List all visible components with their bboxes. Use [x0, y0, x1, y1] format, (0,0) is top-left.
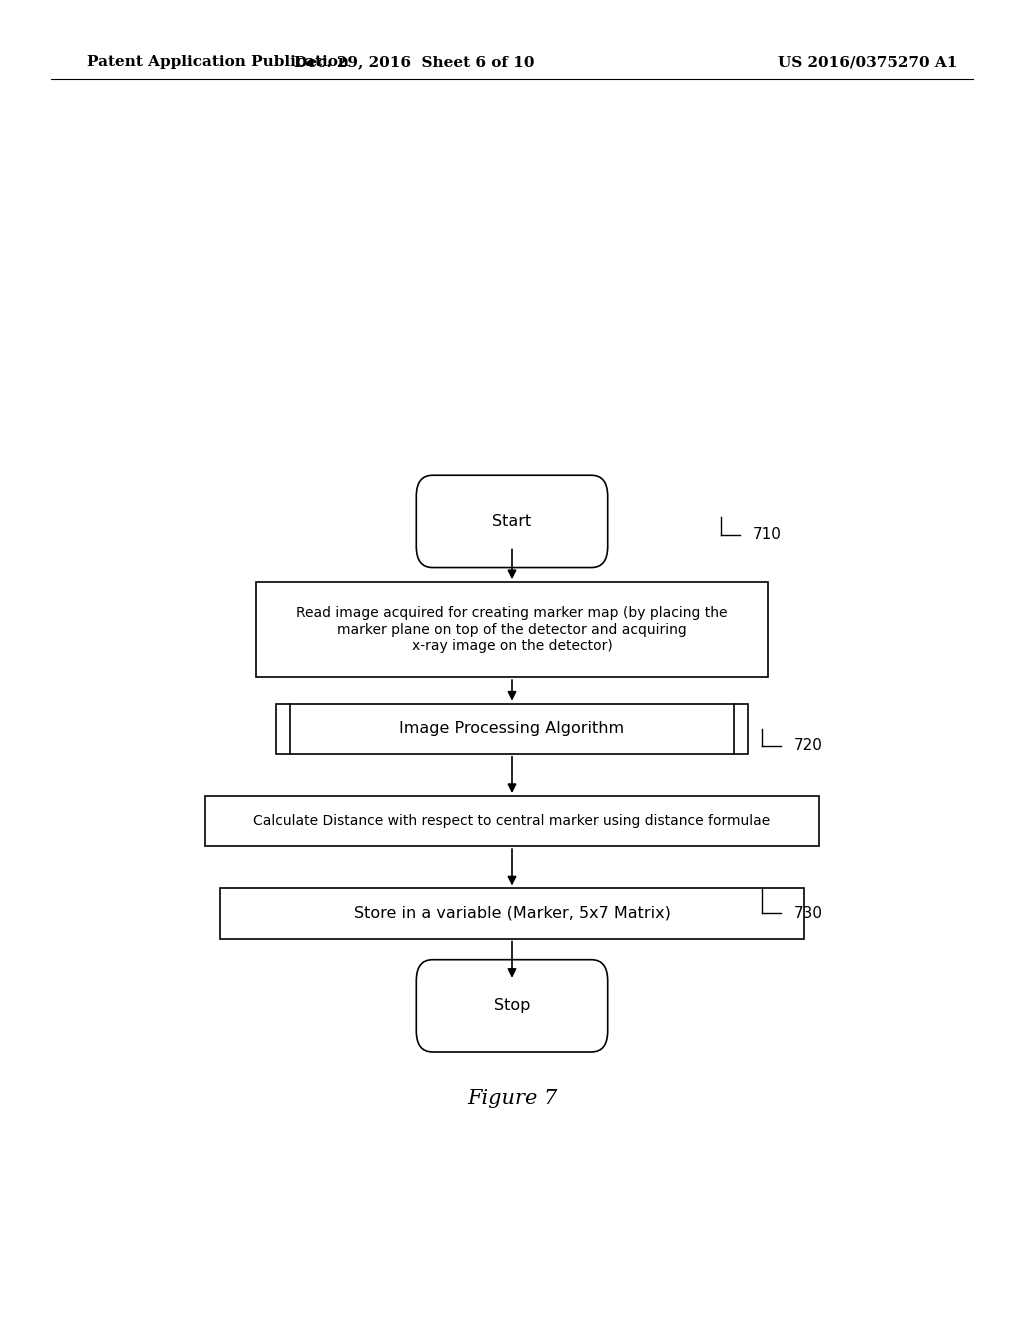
- Text: 720: 720: [794, 738, 822, 754]
- FancyBboxPatch shape: [417, 960, 607, 1052]
- Text: Figure 7: Figure 7: [467, 1089, 557, 1107]
- Text: 730: 730: [794, 906, 822, 921]
- Bar: [205, 796, 819, 846]
- FancyBboxPatch shape: [417, 475, 607, 568]
- Bar: [220, 888, 804, 939]
- Text: 710: 710: [753, 527, 781, 543]
- Text: US 2016/0375270 A1: US 2016/0375270 A1: [778, 55, 957, 69]
- Text: Patent Application Publication: Patent Application Publication: [87, 55, 349, 69]
- Text: Read image acquired for creating marker map (by placing the
marker plane on top : Read image acquired for creating marker …: [296, 606, 728, 653]
- Bar: [276, 704, 748, 754]
- Text: Calculate Distance with respect to central marker using distance formulae: Calculate Distance with respect to centr…: [253, 814, 771, 828]
- Text: Start: Start: [493, 513, 531, 529]
- Text: Stop: Stop: [494, 998, 530, 1014]
- Text: Image Processing Algorithm: Image Processing Algorithm: [399, 721, 625, 737]
- Text: Store in a variable (Marker, 5x7 Matrix): Store in a variable (Marker, 5x7 Matrix): [353, 906, 671, 921]
- Bar: [256, 582, 768, 677]
- Text: Dec. 29, 2016  Sheet 6 of 10: Dec. 29, 2016 Sheet 6 of 10: [295, 55, 535, 69]
